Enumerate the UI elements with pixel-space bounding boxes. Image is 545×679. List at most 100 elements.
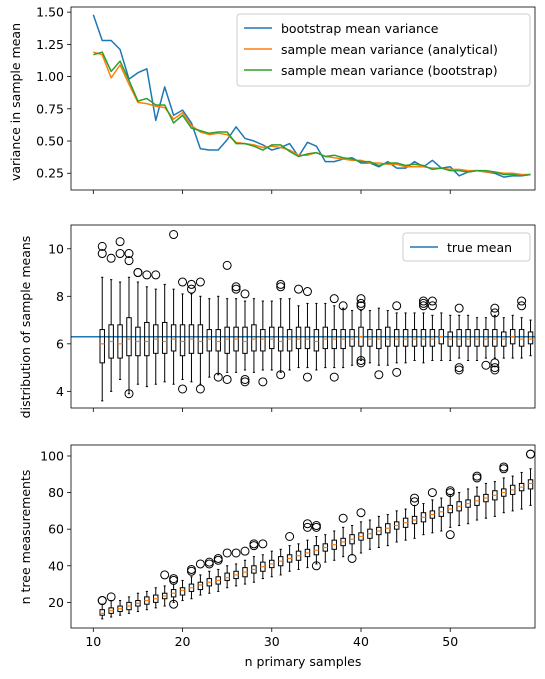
box-22: [195, 559, 205, 596]
box-body-46: [411, 329, 418, 347]
box-26: [231, 282, 241, 373]
flier-26-1: [231, 284, 241, 294]
box-42: [374, 307, 384, 380]
flier-39-0: [347, 553, 357, 563]
box-45: [402, 312, 409, 364]
legend-label-sample-mean-variance-analytical: sample mean variance (analytical): [281, 42, 498, 57]
panel2-y-tick-label-0: 20: [48, 595, 64, 610]
box-55: [492, 481, 498, 517]
box-14: [126, 596, 132, 614]
flier-54-0: [481, 360, 491, 370]
box-44: [392, 301, 402, 377]
box-58: [518, 471, 525, 510]
flier-21-0: [186, 279, 196, 289]
flier-46-0: [410, 493, 420, 503]
box-37: [331, 530, 337, 561]
box-45: [402, 508, 409, 541]
box-57: [509, 314, 516, 359]
flier-44-1: [392, 367, 402, 377]
flier-55-4: [490, 365, 500, 375]
box-body-58: [518, 329, 525, 347]
panel0-y-tick-label-0: 0.25: [36, 166, 64, 181]
box-37: [329, 294, 339, 382]
box-56: [499, 462, 509, 514]
box-body-13: [117, 324, 123, 359]
flier-26-0: [231, 548, 241, 558]
box-body-44: [393, 329, 400, 347]
box-body-24: [215, 329, 221, 352]
box-25: [222, 548, 232, 589]
box-50: [445, 486, 455, 540]
box-33: [294, 284, 304, 369]
flier-23-1: [204, 559, 214, 569]
flier-48-0: [427, 488, 437, 498]
box-47: [420, 503, 427, 536]
flier-22-1: [195, 384, 205, 394]
flier-17-0: [151, 270, 161, 280]
box-13: [117, 600, 123, 616]
panel0-y-tick-label-2: 0.75: [36, 101, 64, 116]
flier-47-2: [418, 301, 428, 311]
box-39: [347, 525, 357, 563]
flier-25-1: [222, 374, 232, 384]
box-35: [311, 521, 321, 571]
legend-label-sample-mean-variance-bootstrap: sample mean variance (bootstrap): [281, 63, 498, 78]
box-52: [465, 314, 471, 361]
box-39: [349, 310, 355, 366]
box-body-22: [197, 581, 204, 591]
flier-12-0: [106, 253, 116, 263]
flier-16-0: [142, 270, 152, 280]
box-28: [251, 298, 257, 373]
flier-48-1: [427, 301, 437, 311]
box-body-27: [242, 326, 248, 354]
panel0-y-tick-label-4: 1.25: [36, 37, 64, 52]
box-13: [115, 237, 125, 380]
panel1-y-tick-label-0: 4: [56, 384, 64, 399]
box-29: [258, 300, 268, 387]
flier-59-1: [526, 449, 535, 459]
box-11: [97, 241, 107, 402]
box-body-45: [402, 329, 409, 347]
flier-40-1: [356, 298, 366, 308]
box-body-47: [420, 329, 427, 347]
box-56: [501, 317, 507, 359]
panel1-y-tick-label-1: 6: [56, 336, 64, 351]
flier-19-0: [169, 230, 179, 240]
box-body-20: [179, 587, 186, 596]
flier-11-1: [97, 249, 107, 259]
box-body-48: [429, 329, 436, 347]
box-body-30: [269, 326, 275, 350]
box-body-59: [527, 479, 534, 490]
box-body-59: [527, 331, 534, 345]
flier-25-0: [222, 548, 232, 558]
flier-44-0: [392, 301, 402, 311]
box-body-52: [465, 329, 471, 347]
box-54: [483, 482, 489, 519]
panel2-y-tick-label-1: 40: [48, 558, 64, 573]
flier-42-0: [374, 370, 384, 380]
panel2-y-tick-label-3: 80: [48, 485, 64, 500]
box-57: [509, 475, 516, 512]
flier-29-0: [258, 377, 268, 387]
box-49: [438, 312, 445, 361]
box-body-36: [322, 326, 329, 350]
flier-29-0: [258, 539, 268, 549]
flier-28-1: [249, 541, 259, 551]
flier-50-2: [445, 530, 455, 540]
flier-13-1: [115, 249, 125, 259]
box-18: [161, 283, 168, 383]
box-46: [410, 493, 420, 539]
box-48: [427, 488, 437, 534]
box-35: [313, 302, 320, 371]
box-31: [277, 548, 284, 576]
box-42: [376, 515, 382, 548]
flier-58-0: [517, 296, 527, 306]
flier-58-1: [517, 301, 527, 311]
box-25: [222, 260, 232, 384]
box-body-23: [206, 329, 213, 352]
box-51: [454, 303, 464, 375]
box-23: [204, 557, 214, 594]
box-18: [160, 570, 170, 607]
variance-panel: 0.25 0.50 0.75 1.00 1.25 1.50: [36, 5, 536, 194]
box-58: [517, 296, 527, 359]
